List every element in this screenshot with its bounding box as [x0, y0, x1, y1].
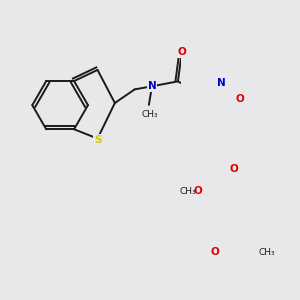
- Text: O: O: [194, 186, 202, 197]
- Text: O: O: [230, 164, 239, 173]
- Text: CH₃: CH₃: [141, 110, 158, 119]
- Text: O: O: [177, 47, 186, 57]
- Text: CH₃: CH₃: [180, 187, 196, 196]
- Text: CH₃: CH₃: [258, 248, 275, 256]
- Text: N: N: [217, 78, 226, 88]
- Text: S: S: [94, 135, 102, 145]
- Text: N: N: [148, 81, 156, 91]
- Text: O: O: [210, 247, 219, 257]
- Text: O: O: [236, 94, 244, 104]
